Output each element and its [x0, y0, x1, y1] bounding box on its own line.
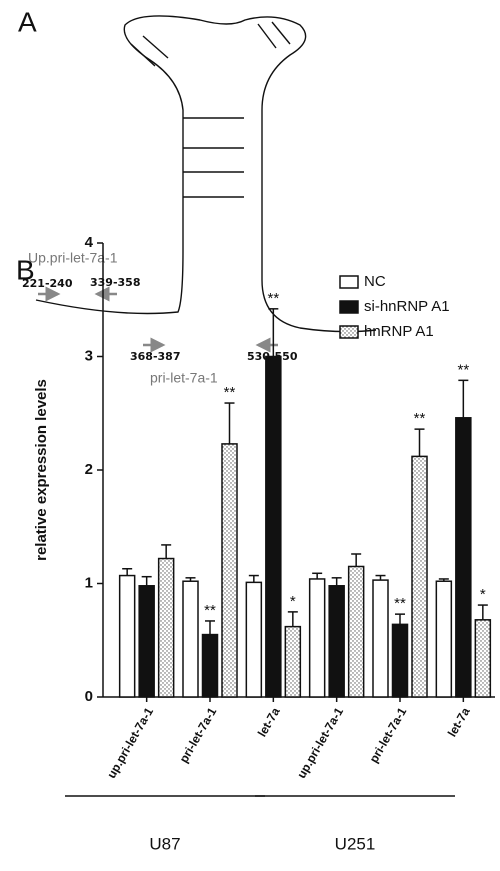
y-tick-label: 4: [85, 234, 94, 251]
region-label: Up.pri-let-7a-1: [28, 250, 118, 266]
panel-label: B: [16, 254, 35, 285]
legend-swatch: [339, 275, 359, 289]
x-tick-label: pri-let-7a-1: [367, 705, 410, 765]
x-tick-label: let-7a: [445, 705, 473, 739]
primer-label: 339-358: [90, 276, 141, 289]
panel-label: A: [18, 6, 37, 37]
y-tick-label: 0: [85, 688, 93, 705]
region-label: pri-let-7a-1: [150, 370, 218, 386]
bar: [182, 580, 199, 698]
group-label: U251: [335, 834, 376, 853]
y-tick-label: 1: [85, 574, 93, 591]
significance-label: **: [224, 384, 236, 401]
bar: [372, 579, 389, 698]
rna-hairpin: [35, 15, 377, 333]
bar: [221, 443, 238, 698]
y-tick-label: 3: [85, 347, 93, 364]
legend-label: hnRNP A1: [364, 323, 434, 340]
bar: [284, 625, 302, 698]
primer-arrows: [38, 286, 278, 353]
bar: [455, 417, 472, 698]
significance-label: *: [480, 586, 486, 603]
bar: [411, 455, 428, 698]
bar: [245, 581, 263, 698]
bar: [138, 585, 155, 698]
group-label: U87: [149, 834, 180, 853]
bar: [391, 623, 409, 698]
significance-label: **: [204, 602, 216, 619]
primer-label: 368-387: [130, 350, 181, 363]
x-tick-label: let-7a: [255, 705, 283, 739]
significance-label: *: [290, 593, 296, 610]
x-tick-label: up.pri-let-7a-1: [104, 705, 156, 781]
y-tick-label: 2: [85, 461, 93, 478]
significance-label: **: [394, 595, 406, 612]
bar: [157, 557, 175, 698]
bar: [328, 585, 345, 698]
x-tick-label: up.pri-let-7a-1: [294, 705, 346, 781]
significance-label: **: [414, 410, 426, 427]
bar: [201, 633, 219, 698]
legend-swatch: [339, 300, 359, 314]
significance-label: **: [457, 361, 469, 378]
legend-label: NC: [364, 273, 386, 290]
primer-label: 221-240: [22, 277, 73, 290]
bar: [474, 619, 492, 698]
significance-label: **: [267, 290, 279, 307]
bar: [118, 574, 136, 698]
y-axis-label: relative expression levels: [33, 379, 50, 561]
legend-swatch: [339, 325, 359, 339]
bar: [435, 580, 453, 698]
x-tick-label: pri-let-7a-1: [177, 705, 220, 765]
bar: [308, 578, 326, 698]
bar: [265, 355, 282, 698]
bar: [347, 565, 365, 698]
legend-label: si-hnRNP A1: [364, 298, 450, 315]
